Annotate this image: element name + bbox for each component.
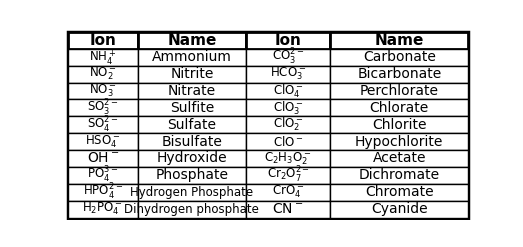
Bar [246, 66, 330, 82]
Bar [67, 201, 138, 218]
Bar [138, 66, 246, 82]
Text: Hydroxide: Hydroxide [156, 151, 227, 165]
Text: Chromate: Chromate [365, 185, 434, 199]
Text: $\mathrm{NH_4^+}$: $\mathrm{NH_4^+}$ [89, 48, 117, 67]
Text: Acetate: Acetate [372, 151, 426, 165]
Bar [330, 184, 469, 201]
Text: Carbonate: Carbonate [363, 50, 436, 64]
Bar [67, 167, 138, 184]
Bar [330, 49, 469, 66]
Bar [246, 82, 330, 100]
Bar [67, 116, 138, 133]
Bar [138, 82, 246, 100]
Text: Bicarbonate: Bicarbonate [357, 67, 441, 81]
Text: $\mathrm{NO_2^-}$: $\mathrm{NO_2^-}$ [89, 66, 117, 82]
Text: $\mathrm{SO_4^{2-}}$: $\mathrm{SO_4^{2-}}$ [87, 115, 119, 135]
Text: Chlorite: Chlorite [372, 118, 427, 132]
Text: Ion: Ion [89, 33, 116, 48]
Bar [138, 100, 246, 116]
Text: $\mathrm{CN^-}$: $\mathrm{CN^-}$ [272, 202, 304, 216]
Bar [67, 82, 138, 100]
Bar [67, 49, 138, 66]
Text: Sulfate: Sulfate [167, 118, 217, 132]
Bar [138, 150, 246, 167]
Bar [138, 133, 246, 150]
Bar [138, 116, 246, 133]
Bar [330, 167, 469, 184]
Bar [246, 201, 330, 218]
Bar [330, 100, 469, 116]
Bar [246, 100, 330, 116]
Text: $\mathrm{HSO_4^-}$: $\mathrm{HSO_4^-}$ [85, 133, 120, 150]
Text: $\mathrm{PO_4^{3-}}$: $\mathrm{PO_4^{3-}}$ [87, 165, 118, 185]
Text: Bisulfate: Bisulfate [162, 135, 222, 149]
Bar [246, 150, 330, 167]
Bar [330, 32, 469, 49]
Bar [330, 82, 469, 100]
Bar [138, 184, 246, 201]
Text: $\mathrm{NO_3^-}$: $\mathrm{NO_3^-}$ [89, 83, 117, 99]
Bar [67, 32, 138, 49]
Text: $\mathrm{OH^-}$: $\mathrm{OH^-}$ [86, 151, 119, 165]
Text: Ammonium: Ammonium [152, 50, 232, 64]
Text: Dihydrogen phosphate: Dihydrogen phosphate [124, 203, 259, 216]
Bar [246, 116, 330, 133]
Text: Name: Name [167, 33, 217, 48]
Text: $\mathrm{CrO_4^-}$: $\mathrm{CrO_4^-}$ [272, 184, 304, 201]
Bar [330, 116, 469, 133]
Bar [246, 167, 330, 184]
Text: Name: Name [374, 33, 424, 48]
Text: $\mathrm{ClO_3^-}$: $\mathrm{ClO_3^-}$ [273, 99, 303, 117]
Bar [330, 133, 469, 150]
Text: Hydrogen Phosphate: Hydrogen Phosphate [130, 186, 254, 199]
Text: $\mathrm{Cr_2O_7^{2-}}$: $\mathrm{Cr_2O_7^{2-}}$ [267, 165, 310, 185]
Text: $\mathrm{C_2H_3O_2^-}$: $\mathrm{C_2H_3O_2^-}$ [264, 150, 312, 167]
Bar [138, 49, 246, 66]
Bar [246, 133, 330, 150]
Text: Chlorate: Chlorate [370, 101, 429, 115]
Bar [138, 201, 246, 218]
Bar [330, 150, 469, 167]
Bar [67, 133, 138, 150]
Bar [138, 167, 246, 184]
Bar [246, 184, 330, 201]
Text: $\mathrm{CO_3^{2-}}$: $\mathrm{CO_3^{2-}}$ [272, 47, 304, 67]
Bar [330, 201, 469, 218]
Text: $\mathrm{H_2PO_4^-}$: $\mathrm{H_2PO_4^-}$ [83, 201, 123, 217]
Text: Hypochlorite: Hypochlorite [355, 135, 444, 149]
Bar [67, 184, 138, 201]
Text: Perchlorate: Perchlorate [360, 84, 439, 98]
Text: Nitrate: Nitrate [168, 84, 216, 98]
Bar [67, 66, 138, 82]
Text: $\mathrm{SO_3^{2-}}$: $\mathrm{SO_3^{2-}}$ [87, 98, 119, 118]
Text: $\mathrm{ClO^-}$: $\mathrm{ClO^-}$ [273, 135, 303, 149]
Bar [138, 32, 246, 49]
Bar [330, 66, 469, 82]
Bar [246, 49, 330, 66]
Text: Dichromate: Dichromate [359, 168, 440, 182]
Bar [67, 100, 138, 116]
Text: $\mathrm{HPO_4^{2-}}$: $\mathrm{HPO_4^{2-}}$ [83, 182, 123, 202]
Text: $\mathrm{HCO_3^-}$: $\mathrm{HCO_3^-}$ [270, 66, 306, 82]
Text: Cyanide: Cyanide [371, 202, 428, 216]
Text: $\mathrm{ClO_4^-}$: $\mathrm{ClO_4^-}$ [273, 82, 303, 100]
Text: $\mathrm{ClO_2^-}$: $\mathrm{ClO_2^-}$ [273, 116, 303, 133]
Text: Sulfite: Sulfite [170, 101, 214, 115]
Bar [67, 150, 138, 167]
Text: Ion: Ion [275, 33, 301, 48]
Bar [246, 32, 330, 49]
Text: Nitrite: Nitrite [170, 67, 213, 81]
Text: Phosphate: Phosphate [155, 168, 229, 182]
